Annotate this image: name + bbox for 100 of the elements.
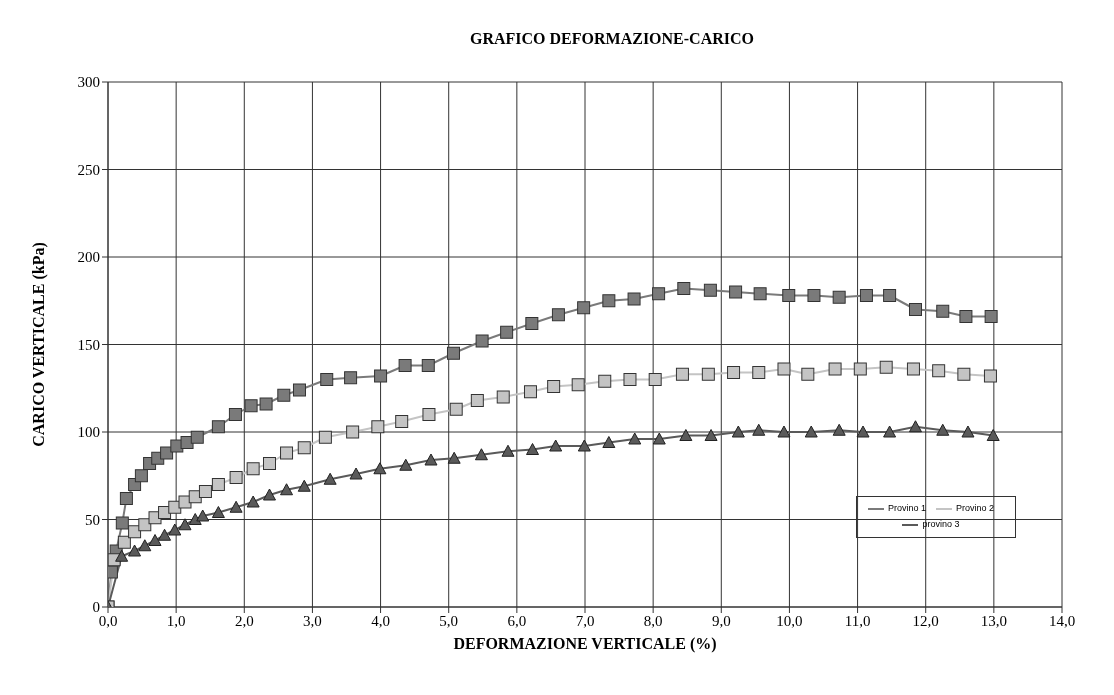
x-tick-label: 4,0: [371, 612, 390, 629]
point: [598, 374, 612, 388]
point: [525, 317, 539, 330]
point: [277, 388, 291, 402]
point: [551, 308, 565, 322]
point: [704, 429, 718, 441]
legend-label: Provino 2: [956, 503, 995, 514]
point: [119, 492, 133, 505]
x-tick-label: 0,0: [98, 612, 118, 629]
point: [371, 420, 385, 434]
point: [648, 373, 662, 386]
point: [395, 415, 409, 428]
chart-title: GRAFICO DEFORMAZIONE-CARICO: [469, 30, 755, 48]
point: [128, 544, 142, 557]
point: [399, 458, 413, 471]
point: [501, 444, 515, 457]
point: [703, 283, 717, 297]
y-tick-label: 100: [77, 424, 100, 441]
point: [115, 516, 129, 530]
y-tick-label: 50: [85, 511, 100, 528]
point: [936, 423, 950, 436]
y-axis-title: CARICO VERTICALE (kPa): [29, 242, 48, 447]
point: [777, 425, 791, 438]
point: [628, 432, 642, 445]
point: [447, 451, 461, 464]
point: [280, 446, 294, 460]
point: [168, 523, 182, 536]
point: [228, 408, 242, 421]
point: [577, 301, 591, 315]
point: [879, 360, 893, 374]
point: [523, 385, 537, 399]
y-tick-label: 200: [77, 249, 100, 266]
point: [474, 448, 488, 461]
point: [496, 390, 510, 404]
point: [906, 362, 920, 376]
point: [263, 457, 276, 470]
point: [936, 304, 950, 318]
point: [908, 303, 922, 316]
point: [297, 441, 311, 455]
point: [804, 425, 818, 438]
point: [211, 506, 225, 518]
point: [986, 429, 1000, 441]
point: [470, 394, 484, 407]
point: [211, 420, 225, 434]
x-tick-label: 14,0: [1048, 612, 1076, 629]
point: [961, 425, 975, 438]
point: [801, 367, 815, 381]
point: [859, 289, 873, 302]
y-tick-label: 250: [77, 161, 100, 178]
point: [229, 500, 243, 513]
x-tick-label: 9,0: [711, 612, 731, 629]
point: [374, 369, 388, 383]
x-tick-label: 3,0: [303, 612, 322, 629]
point: [856, 425, 870, 438]
point: [753, 287, 767, 301]
point: [602, 294, 616, 308]
point: [244, 399, 258, 413]
point: [373, 462, 387, 475]
point: [547, 380, 561, 393]
x-tick-label: 12,0: [912, 612, 939, 629]
point: [752, 423, 766, 436]
x-tick-label: 7,0: [575, 612, 595, 629]
point: [346, 425, 360, 439]
point: [675, 367, 689, 381]
x-tick-label: 6,0: [507, 612, 527, 629]
point: [577, 439, 591, 452]
point: [549, 439, 563, 452]
y-tick-label: 0: [92, 599, 100, 616]
point: [115, 549, 129, 562]
point: [883, 425, 897, 438]
point: [263, 488, 276, 501]
point: [323, 472, 337, 485]
point: [211, 478, 225, 491]
point: [475, 334, 489, 348]
point: [627, 292, 641, 306]
x-tick-label: 1,0: [166, 612, 186, 629]
point: [349, 467, 363, 480]
legend-label: Provino 1: [887, 503, 926, 514]
y-tick-label: 150: [77, 336, 100, 353]
point: [959, 310, 973, 323]
point: [292, 383, 306, 397]
point: [424, 453, 438, 466]
point: [807, 289, 821, 302]
point: [908, 420, 922, 433]
point: [701, 367, 715, 381]
point: [259, 397, 273, 411]
point: [190, 430, 204, 444]
point: [178, 495, 192, 509]
point: [729, 285, 743, 299]
x-axis-title: DEFORMAZIONE VERTICALE (%): [453, 635, 717, 653]
point: [318, 430, 332, 444]
point: [832, 290, 846, 304]
x-tick-label: 5,0: [439, 612, 459, 629]
x-tick-label: 10,0: [776, 612, 803, 629]
point: [320, 373, 334, 386]
point: [652, 287, 666, 301]
point: [983, 369, 997, 383]
point: [652, 432, 666, 445]
point: [883, 289, 897, 302]
point: [679, 429, 693, 441]
